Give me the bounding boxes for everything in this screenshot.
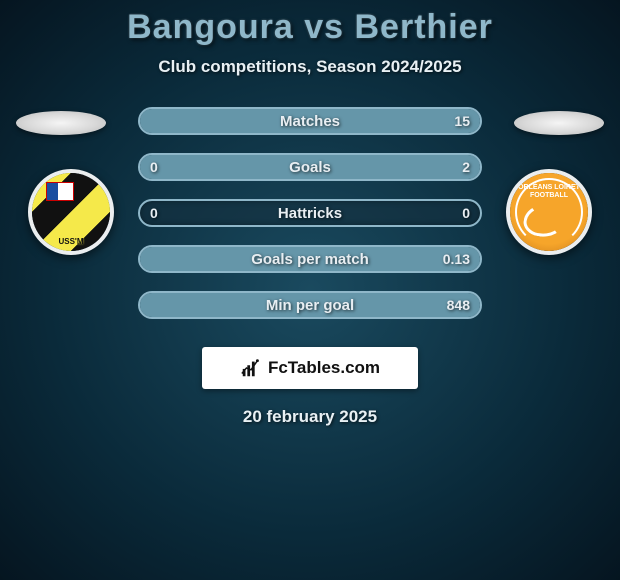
- stat-row: 848Min per goal: [138, 291, 482, 319]
- player-disc-left: [16, 111, 106, 135]
- brand-box: FcTables.com: [202, 347, 418, 389]
- stat-value-left: 0: [150, 205, 158, 221]
- stat-fill-right: [140, 109, 480, 133]
- player-disc-right: [514, 111, 604, 135]
- stat-fill-right: [140, 155, 480, 179]
- stat-row: 15Matches: [138, 107, 482, 135]
- stat-fill-right: [140, 293, 480, 317]
- date-text: 20 february 2025: [243, 407, 377, 427]
- brand-text: FcTables.com: [268, 358, 380, 378]
- team-badge-left: USS'M: [28, 169, 114, 255]
- stats-rows: 15Matches 02Goals 0 0 Hattricks 0.13Goals per…: [138, 107, 482, 319]
- team-badge-left-bg: USS'M: [32, 173, 110, 251]
- chart-icon: [240, 357, 262, 379]
- stat-row: 0.13Goals per match: [138, 245, 482, 273]
- compare-area: USS'M ORLÉANS LOIRET FOOTBALL 15Matches 0…: [0, 107, 620, 319]
- team-badge-right: ORLÉANS LOIRET FOOTBALL: [506, 169, 592, 255]
- stat-row: 02Goals: [138, 153, 482, 181]
- badge-left-flag-icon: [46, 182, 74, 201]
- stat-value-right: 0: [462, 205, 470, 221]
- stat-label: Hattricks: [278, 205, 342, 222]
- comparison-card: Bangoura vs Berthier Club competitions, …: [0, 0, 620, 580]
- page-title: Bangoura vs Berthier: [127, 8, 493, 47]
- stat-fill-right: [140, 247, 480, 271]
- badge-right-text: ORLÉANS LOIRET FOOTBALL: [510, 184, 588, 199]
- team-badge-right-bg: ORLÉANS LOIRET FOOTBALL: [510, 173, 588, 251]
- stat-row: 0 0 Hattricks: [138, 199, 482, 227]
- badge-left-text: USS'M: [32, 237, 110, 246]
- subtitle: Club competitions, Season 2024/2025: [158, 57, 461, 77]
